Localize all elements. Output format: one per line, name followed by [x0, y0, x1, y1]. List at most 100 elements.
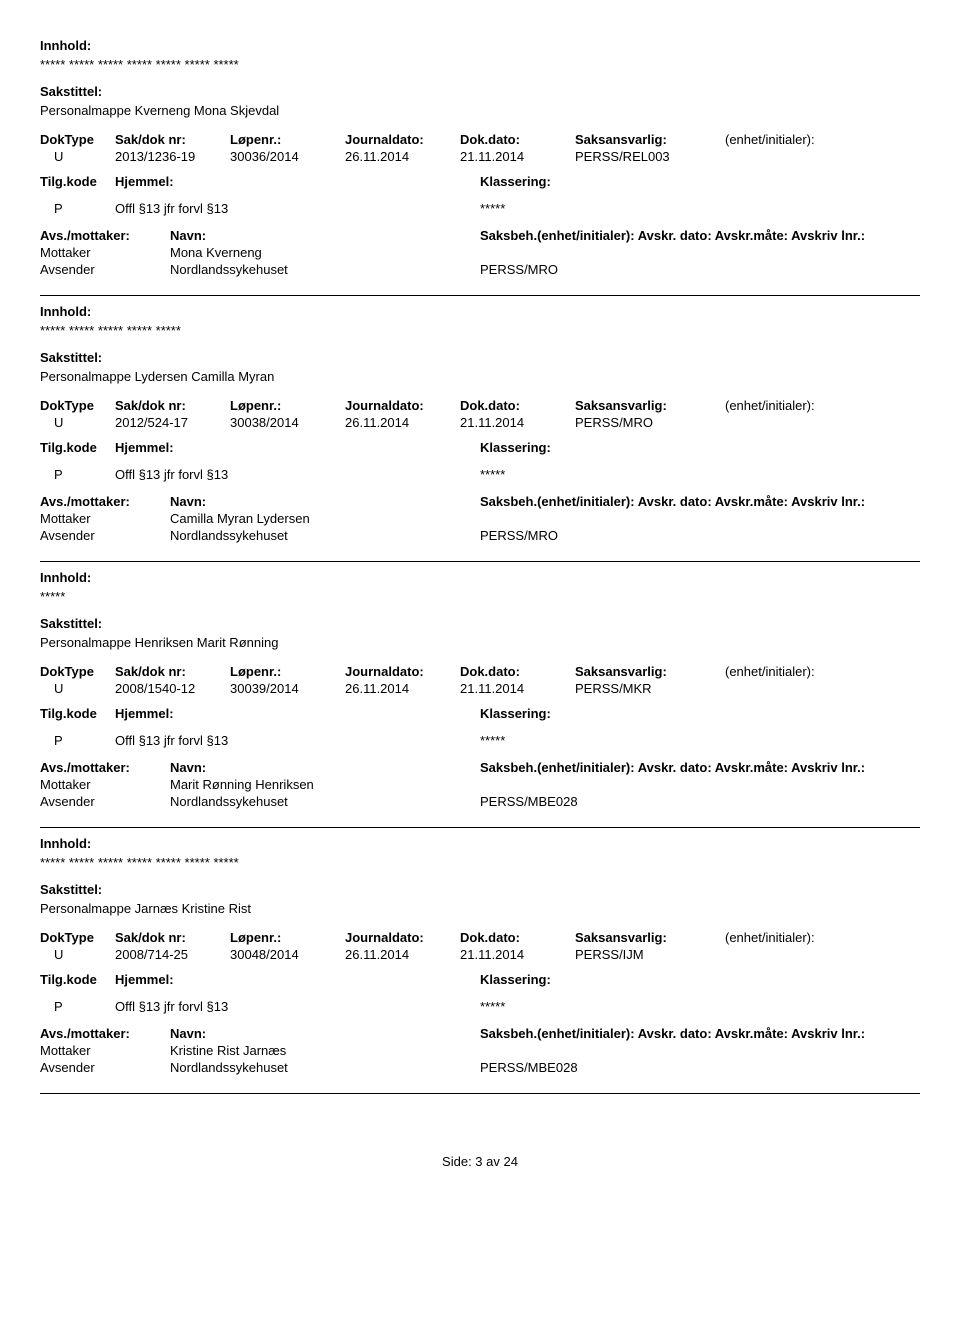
saksansvarlig-value: PERSS/IJM: [575, 947, 725, 962]
doktype-value: U: [40, 415, 115, 430]
avsender-role: Avsender: [40, 262, 170, 277]
doktype-label: DokType: [40, 930, 115, 947]
klassering-label: Klassering:: [480, 440, 680, 457]
lopenr-value: 30038/2014: [230, 415, 345, 430]
tilgkode-value: P: [40, 999, 115, 1014]
saksansvarlig-value: PERSS/MKR: [575, 681, 725, 696]
hjemmel-label: Hjemmel:: [115, 440, 480, 457]
sakdok-label: Sak/dok nr:: [115, 132, 230, 149]
tilgkode-label: Tilg.kode: [40, 174, 115, 191]
lopenr-label: Løpenr.:: [230, 930, 345, 947]
klassering-value: *****: [480, 733, 680, 748]
journal-record: Innhold: ***** ***** ***** ***** ***** *…: [40, 828, 920, 1075]
innhold-label: Innhold:: [40, 836, 920, 851]
journaldato-label: Journaldato:: [345, 398, 460, 415]
journaldato-label: Journaldato:: [345, 930, 460, 947]
saksansvarlig-label: Saksansvarlig:: [575, 132, 725, 149]
saksansvarlig-label: Saksansvarlig:: [575, 398, 725, 415]
klassering-value: *****: [480, 201, 680, 216]
avsender-navn: Nordlandssykehuset: [170, 794, 480, 809]
avsender-role: Avsender: [40, 1060, 170, 1075]
dokdato-value: 21.11.2014: [460, 947, 575, 962]
journaldato-value: 26.11.2014: [345, 681, 460, 696]
tilgkode-value: P: [40, 201, 115, 216]
doktype-value: U: [40, 681, 115, 696]
sakdok-label: Sak/dok nr:: [115, 930, 230, 947]
sakstittel-text: Personalmappe Jarnæs Kristine Rist: [40, 901, 920, 916]
enhet-label: (enhet/initialer):: [725, 664, 875, 681]
doktype-label: DokType: [40, 132, 115, 149]
dokdato-label: Dok.dato:: [460, 132, 575, 149]
hjemmel-label: Hjemmel:: [115, 706, 480, 723]
lopenr-label: Løpenr.:: [230, 132, 345, 149]
lopenr-value: 30036/2014: [230, 149, 345, 164]
hjemmel-label: Hjemmel:: [115, 174, 480, 191]
saksansvarlig-value: PERSS/REL003: [575, 149, 725, 164]
tilgkode-label: Tilg.kode: [40, 440, 115, 457]
klassering-label: Klassering:: [480, 706, 680, 723]
page-footer: Side: 3 av 24: [40, 1154, 920, 1169]
record-divider: [40, 1093, 920, 1094]
doktype-value: U: [40, 149, 115, 164]
innhold-text: ***** ***** ***** ***** ***** ***** ****…: [40, 57, 920, 72]
saksbeh-header: Saksbeh.(enhet/initialer): Avskr. dato: …: [480, 228, 880, 243]
sakstittel-label: Sakstittel:: [40, 616, 920, 631]
saksbeh-header: Saksbeh.(enhet/initialer): Avskr. dato: …: [480, 1026, 880, 1041]
saksbeh-kode: PERSS/MBE028: [480, 1060, 680, 1075]
journaldato-value: 26.11.2014: [345, 947, 460, 962]
hjemmel-value: Offl §13 jfr forvl §13: [115, 733, 480, 748]
sakdok-value: 2013/1236-19: [115, 149, 230, 164]
doktype-label: DokType: [40, 398, 115, 415]
klassering-value: *****: [480, 999, 680, 1014]
dokdato-value: 21.11.2014: [460, 149, 575, 164]
avsender-role: Avsender: [40, 528, 170, 543]
sakdok-value: 2008/714-25: [115, 947, 230, 962]
journaldato-label: Journaldato:: [345, 664, 460, 681]
innhold-label: Innhold:: [40, 38, 920, 53]
saksbeh-header: Saksbeh.(enhet/initialer): Avskr. dato: …: [480, 494, 880, 509]
avsender-navn: Nordlandssykehuset: [170, 1060, 480, 1075]
tilgkode-label: Tilg.kode: [40, 706, 115, 723]
sakdok-label: Sak/dok nr:: [115, 398, 230, 415]
saksansvarlig-label: Saksansvarlig:: [575, 664, 725, 681]
innhold-text: *****: [40, 589, 920, 604]
saksbeh-kode: PERSS/MRO: [480, 528, 680, 543]
innhold-label: Innhold:: [40, 304, 920, 319]
navn-label: Navn:: [170, 228, 480, 243]
saksbeh-header: Saksbeh.(enhet/initialer): Avskr. dato: …: [480, 760, 880, 775]
tilgkode-label: Tilg.kode: [40, 972, 115, 989]
mottaker-navn: Camilla Myran Lydersen: [170, 511, 480, 526]
saksansvarlig-label: Saksansvarlig:: [575, 930, 725, 947]
dokdato-value: 21.11.2014: [460, 681, 575, 696]
sakstittel-text: Personalmappe Henriksen Marit Rønning: [40, 635, 920, 650]
lopenr-value: 30039/2014: [230, 681, 345, 696]
dokdato-label: Dok.dato:: [460, 398, 575, 415]
hjemmel-label: Hjemmel:: [115, 972, 480, 989]
dokdato-value: 21.11.2014: [460, 415, 575, 430]
journaldato-value: 26.11.2014: [345, 415, 460, 430]
dokdato-label: Dok.dato:: [460, 930, 575, 947]
mottaker-role: Mottaker: [40, 1043, 170, 1058]
avsmottaker-label: Avs./mottaker:: [40, 1026, 170, 1041]
sakdok-value: 2008/1540-12: [115, 681, 230, 696]
sakstittel-text: Personalmappe Lydersen Camilla Myran: [40, 369, 920, 384]
avsender-navn: Nordlandssykehuset: [170, 262, 480, 277]
sakstittel-text: Personalmappe Kverneng Mona Skjevdal: [40, 103, 920, 118]
avsmottaker-label: Avs./mottaker:: [40, 760, 170, 775]
navn-label: Navn:: [170, 760, 480, 775]
klassering-label: Klassering:: [480, 174, 680, 191]
klassering-value: *****: [480, 467, 680, 482]
sakstittel-label: Sakstittel:: [40, 84, 920, 99]
avsmottaker-label: Avs./mottaker:: [40, 228, 170, 243]
navn-label: Navn:: [170, 494, 480, 509]
lopenr-value: 30048/2014: [230, 947, 345, 962]
enhet-label: (enhet/initialer):: [725, 930, 875, 947]
avsmottaker-label: Avs./mottaker:: [40, 494, 170, 509]
enhet-label: (enhet/initialer):: [725, 132, 875, 149]
sakstittel-label: Sakstittel:: [40, 882, 920, 897]
lopenr-label: Løpenr.:: [230, 398, 345, 415]
innhold-text: ***** ***** ***** ***** ***** ***** ****…: [40, 855, 920, 870]
mottaker-navn: Kristine Rist Jarnæs: [170, 1043, 480, 1058]
navn-label: Navn:: [170, 1026, 480, 1041]
hjemmel-value: Offl §13 jfr forvl §13: [115, 467, 480, 482]
